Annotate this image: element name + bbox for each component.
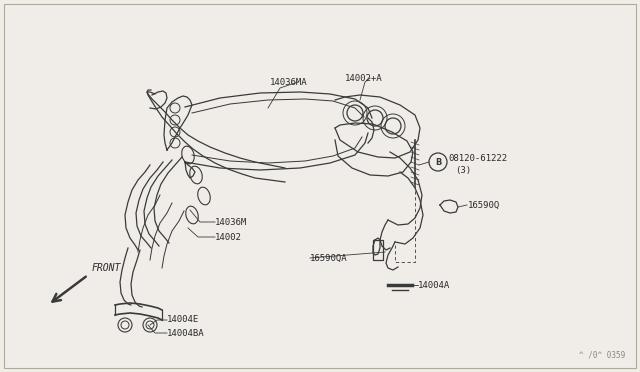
Text: 14036MA: 14036MA xyxy=(270,77,308,87)
Text: FRONT: FRONT xyxy=(92,263,122,273)
Text: 14002: 14002 xyxy=(215,232,242,241)
Text: 14004BA: 14004BA xyxy=(167,328,205,337)
Text: 16590Q: 16590Q xyxy=(468,201,500,209)
Text: B: B xyxy=(435,157,441,167)
Text: 14004E: 14004E xyxy=(167,315,199,324)
Text: ^ /0^ 0359: ^ /0^ 0359 xyxy=(579,351,625,360)
Text: 14004A: 14004A xyxy=(418,280,451,289)
Text: 14036M: 14036M xyxy=(215,218,247,227)
Text: 16590QA: 16590QA xyxy=(310,253,348,263)
Text: 08120-61222: 08120-61222 xyxy=(448,154,507,163)
Text: 14002+A: 14002+A xyxy=(345,74,383,83)
Text: (3): (3) xyxy=(455,166,471,174)
